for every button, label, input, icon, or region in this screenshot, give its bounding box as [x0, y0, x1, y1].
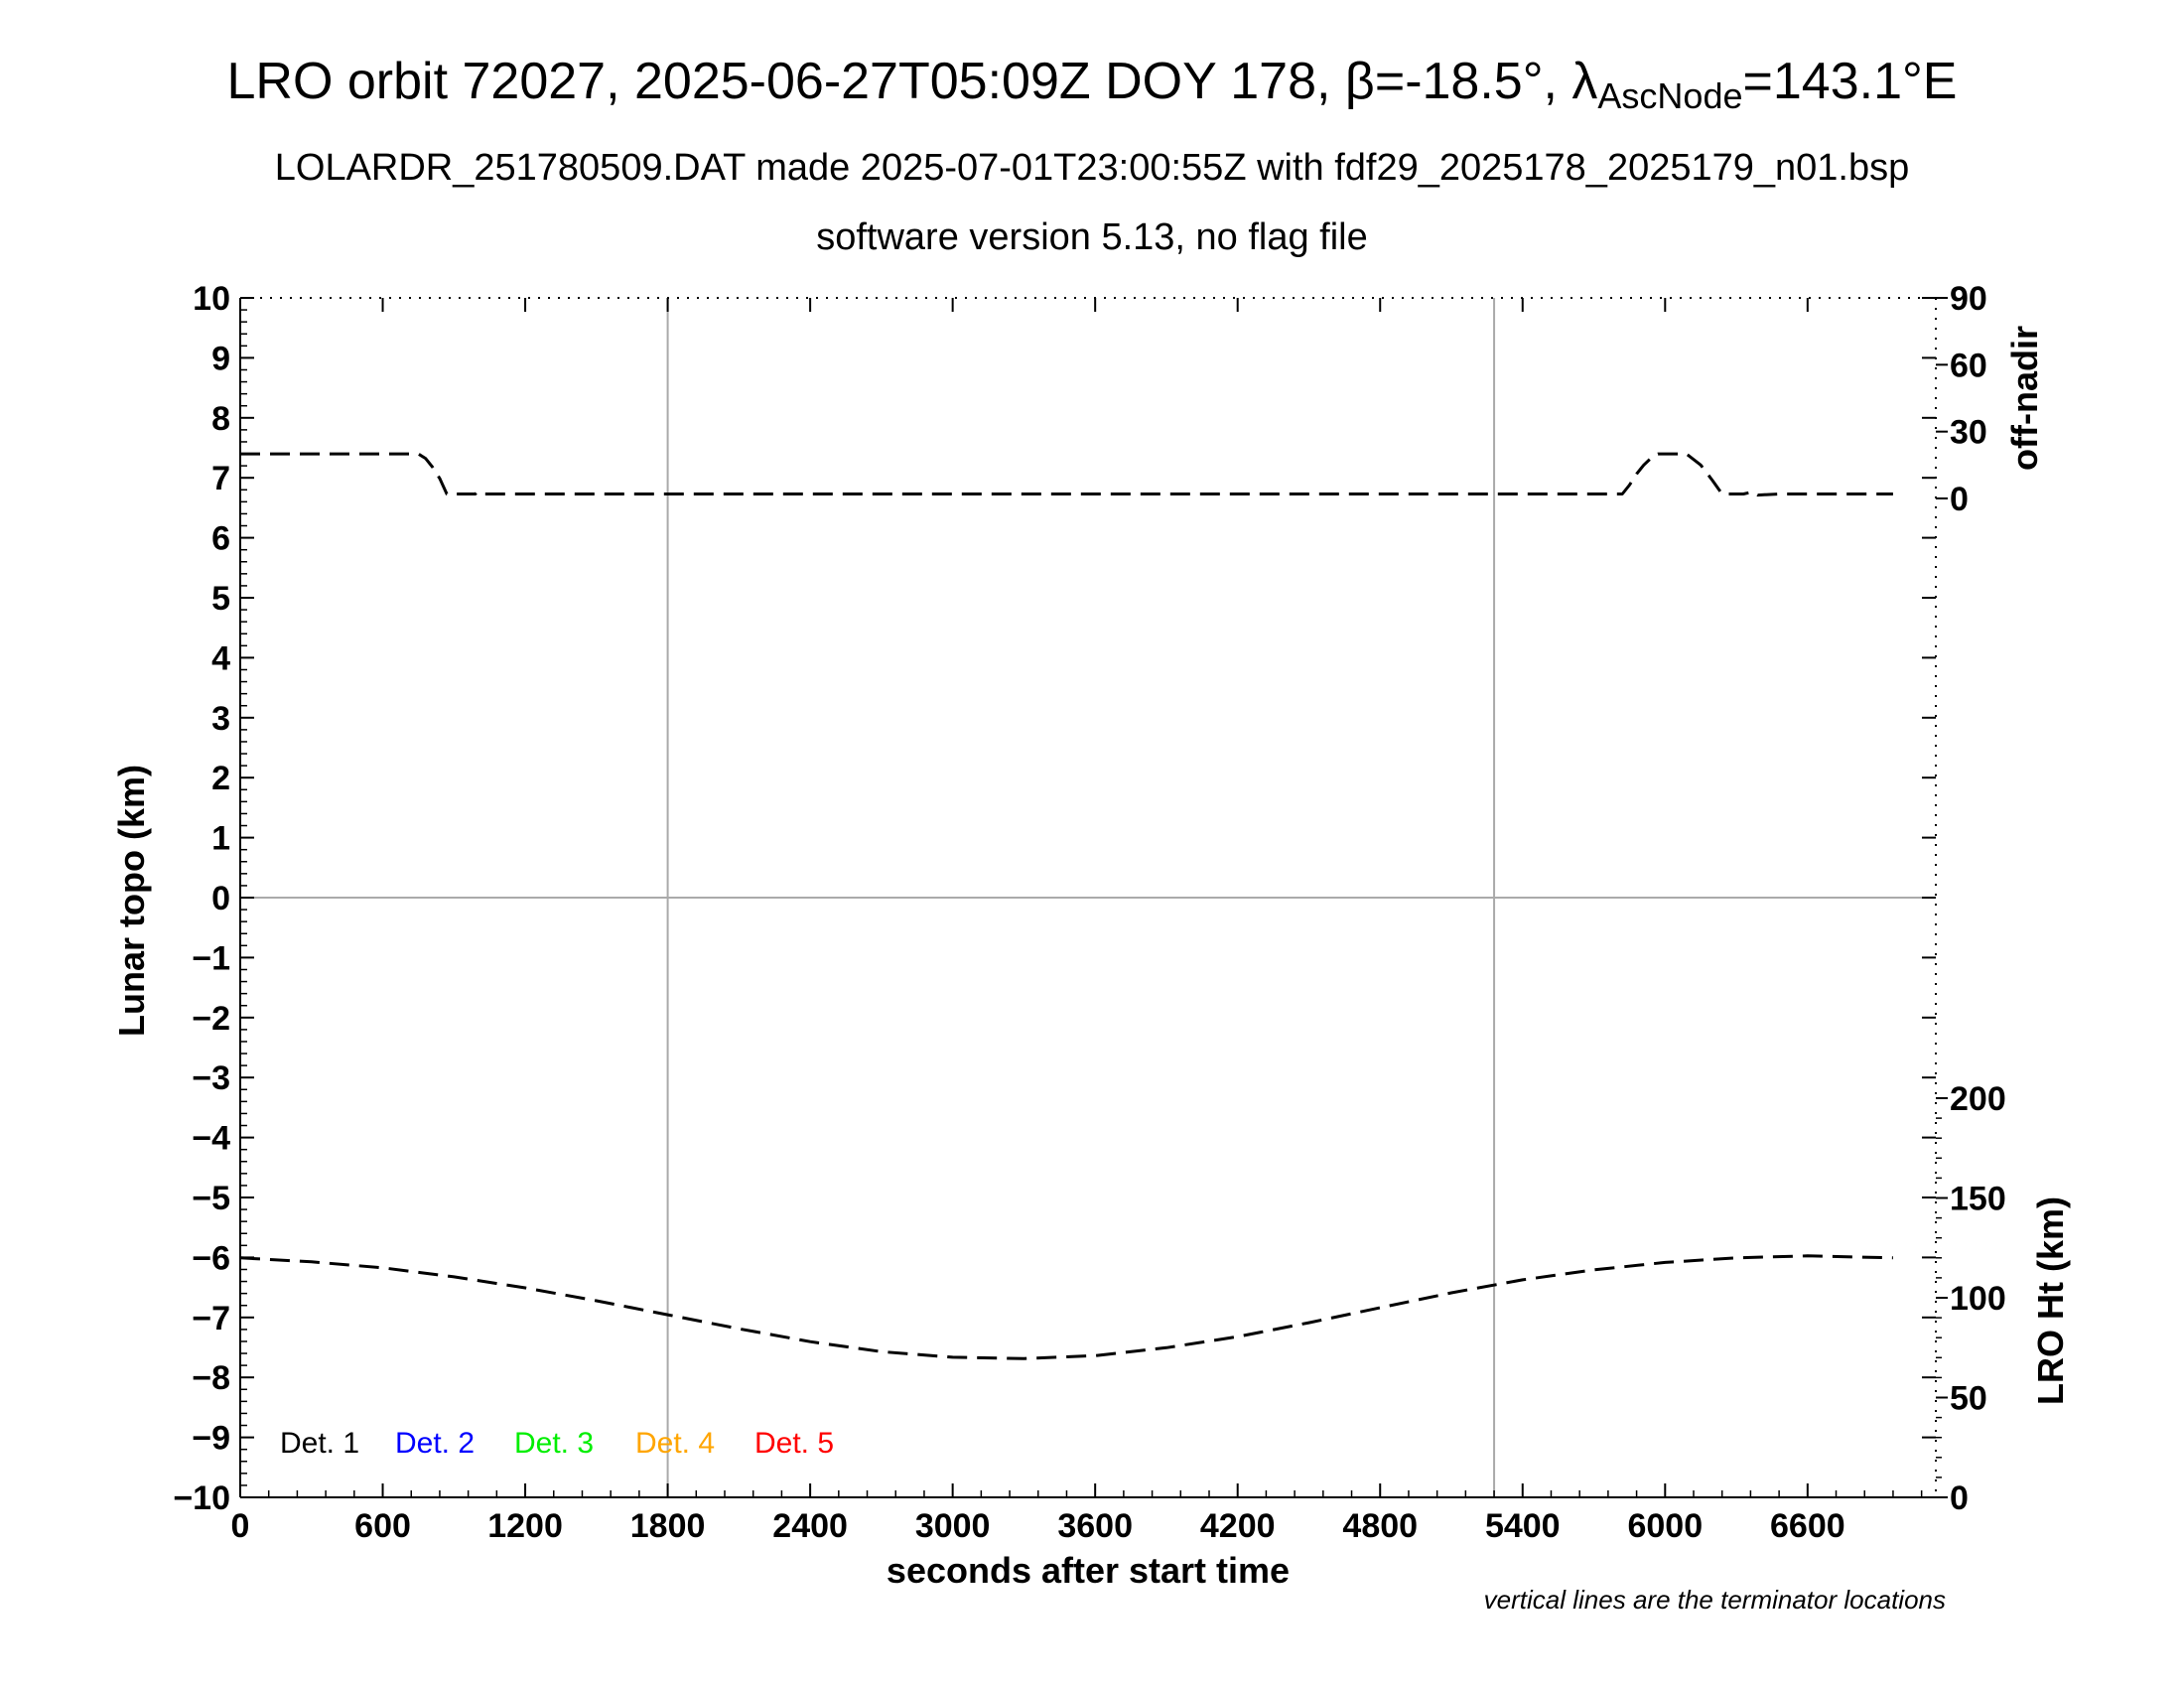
y-tick-label: 8: [211, 400, 230, 438]
y-tick-label: 2: [211, 760, 230, 797]
chart-subtitle: LOLARDR_251780509.DAT made 2025-07-01T23…: [274, 147, 1910, 189]
legend-item-det-1: Det. 1: [280, 1427, 359, 1460]
x-tick-label: 3600: [1057, 1507, 1133, 1545]
y-tick-label: 6: [211, 520, 230, 558]
x-tick-label: 6000: [1627, 1507, 1703, 1545]
y-axis-label: Lunar topo (km): [111, 765, 152, 1037]
lro-height-tick-label: 200: [1950, 1080, 2006, 1118]
x-tick-label: 5400: [1485, 1507, 1561, 1545]
legend-item-det-3: Det. 3: [514, 1427, 594, 1460]
off-nadir-tick-label: 60: [1950, 347, 1987, 384]
x-axis-label: seconds after start time: [887, 1550, 1290, 1591]
x-tick-label: 3000: [915, 1507, 991, 1545]
chart-title-subscript: AscNode: [1597, 75, 1743, 116]
x-tick-label: 4800: [1342, 1507, 1418, 1545]
off-nadir-series-line: [240, 452, 1893, 497]
y-tick-label: −5: [192, 1180, 230, 1217]
off-nadir-axis-label: off-nadir: [2004, 326, 2045, 471]
lro-height-series-line: [239, 1254, 1893, 1360]
lro-height-axis-label: LRO Ht (km): [2030, 1196, 2071, 1405]
chart-title: LRO orbit 72027, 2025-06-27T05:09Z DOY 1…: [0, 52, 2184, 114]
x-tick-label: 1200: [487, 1507, 563, 1545]
y-tick-label: 7: [211, 460, 230, 497]
off-nadir-tick-label: 90: [1950, 280, 1987, 318]
y-tick-label: −6: [192, 1239, 230, 1277]
y-tick-label: −1: [192, 939, 230, 977]
chart-title-main: LRO orbit 72027, 2025-06-27T05:09Z DOY 1…: [226, 53, 1598, 110]
y-tick-label: −3: [192, 1059, 230, 1097]
x-tick-label: 6600: [1770, 1507, 1845, 1545]
off-nadir-tick-label: 30: [1950, 414, 1987, 452]
y-tick-label: 9: [211, 340, 230, 377]
y-tick-label: −7: [192, 1300, 230, 1337]
lro-height-tick-label: 50: [1950, 1380, 1987, 1418]
lro-height-tick-label: 100: [1950, 1280, 2006, 1318]
lro-height-tick-label: 0: [1950, 1479, 1969, 1517]
x-tick-label: 1800: [630, 1507, 706, 1545]
x-tick-label: 2400: [772, 1507, 848, 1545]
y-tick-label: 10: [193, 280, 230, 318]
y-tick-label: −4: [192, 1120, 230, 1158]
chart-subtitle-2: software version 5.13, no flag file: [816, 216, 1368, 258]
legend-item-det-2: Det. 2: [395, 1427, 475, 1460]
y-tick-label: −9: [192, 1420, 230, 1458]
off-nadir-tick-label: 0: [1950, 481, 1969, 518]
y-tick-label: −2: [192, 1000, 230, 1038]
y-tick-label: 5: [211, 580, 230, 618]
y-tick-label: 4: [211, 639, 230, 677]
footnote: vertical lines are the terminator locati…: [1484, 1585, 1946, 1615]
legend-item-det-5: Det. 5: [754, 1427, 834, 1460]
y-tick-label: 0: [211, 880, 230, 917]
y-tick-label: −10: [173, 1479, 230, 1517]
legend-item-det-4: Det. 4: [635, 1427, 715, 1460]
grid-lines: [240, 298, 1936, 1497]
legend: Det. 1 Det. 2 Det. 3 Det. 4 Det. 5: [280, 1427, 834, 1460]
lro-height-tick-label: 150: [1950, 1181, 2006, 1218]
y-tick-label: −8: [192, 1359, 230, 1397]
y-tick-label: 3: [211, 700, 230, 738]
x-tick-label: 0: [231, 1507, 250, 1545]
series-group: [239, 452, 1893, 1360]
x-tick-label: 600: [354, 1507, 411, 1545]
y-tick-label: 1: [211, 820, 230, 858]
chart-title-end: =143.1°E: [1742, 53, 1958, 110]
x-tick-label: 4200: [1200, 1507, 1276, 1545]
